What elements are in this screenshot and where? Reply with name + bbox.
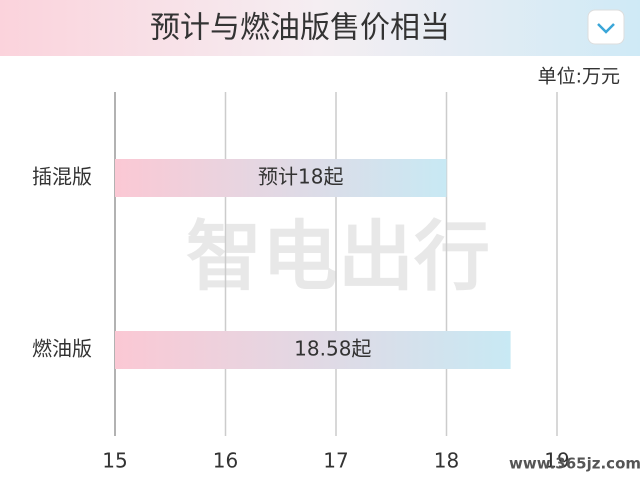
x-tick-label: 17 xyxy=(323,449,348,473)
header-band xyxy=(0,0,640,56)
source-label: www.365jz.com xyxy=(509,455,640,473)
watermark: 智电出行 xyxy=(186,212,490,301)
bar xyxy=(115,159,447,197)
unit-label: 单位:万元 xyxy=(538,66,620,88)
value-label: 预计18起 xyxy=(258,165,343,189)
value-label: 18.58起 xyxy=(294,337,371,361)
x-tick-label: 19 xyxy=(544,449,569,473)
y-tick-label: 插混版 xyxy=(32,165,92,189)
dropdown-button[interactable] xyxy=(587,9,625,45)
bar xyxy=(115,331,511,369)
chart-title: 预计与燃油版售价相当 xyxy=(150,11,450,46)
x-tick-label: 18 xyxy=(434,449,459,473)
x-tick-label: 15 xyxy=(102,449,127,473)
y-tick-label: 燃油版 xyxy=(32,337,92,361)
x-tick-label: 16 xyxy=(213,449,238,473)
